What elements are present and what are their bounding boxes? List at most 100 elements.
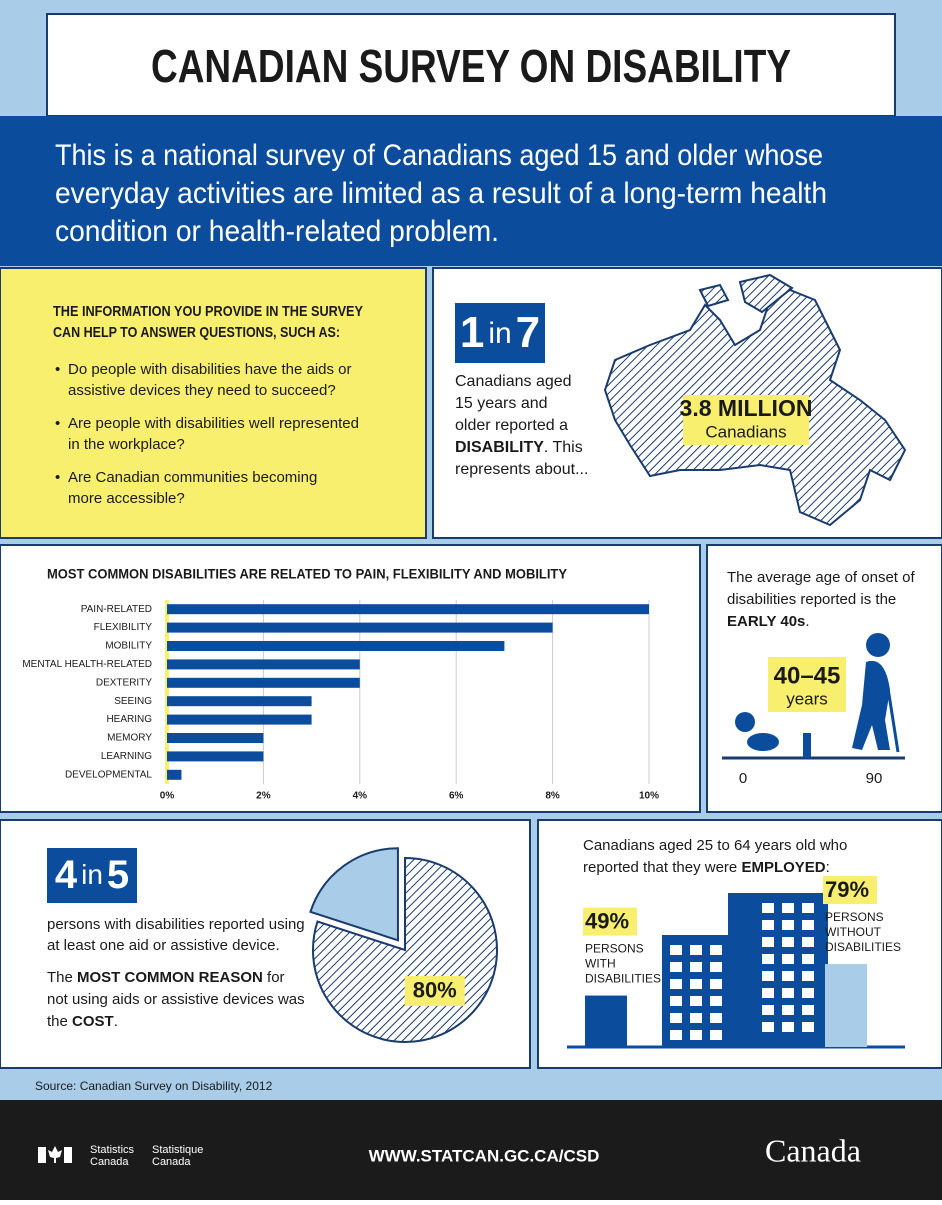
bar [167,641,505,651]
category-word: DISABILITIES [585,972,661,986]
text-run: Canadians aged 25 to 64 years old who [583,837,847,854]
bar [167,769,182,780]
window [710,996,722,1006]
window [690,979,702,989]
ratio-word: in [488,317,511,350]
window [802,1005,814,1015]
window [690,945,702,955]
category-label: FLEXIBILITY [94,622,153,633]
x-tick-label: 4% [353,791,368,802]
ratio-number: 1 [460,308,484,357]
window [670,945,682,955]
text-line: EARLY 40s. [727,613,810,630]
window [782,1005,794,1015]
text-run: Canadians aged [455,373,572,390]
bar [167,714,312,725]
question-list: Do people with disabilities have the aid… [68,361,359,507]
window [802,988,814,998]
ratio-number: 5 [107,853,129,897]
window [762,988,774,998]
questions-heading: CAN HELP TO ANSWER QUESTIONS, SUCH AS: [53,324,340,341]
emphasis: DISABILITY [455,439,544,456]
text-run: The [47,969,77,986]
bullet: • [55,361,60,378]
window [710,979,722,989]
window [802,971,814,981]
emphasis: EARLY 40s [727,613,805,630]
text-line: not using aids or assistive devices was [47,991,305,1008]
window [710,945,722,955]
ratio-number: 4 [55,853,78,897]
value-label: 80% [413,978,457,1003]
question-line: Are people with disabilities well repres… [68,415,359,432]
window [670,962,682,972]
url: WWW.STATCAN.GC.CA/CSD [369,1146,600,1165]
category-label: LEARNING [101,751,152,762]
text-run: represents about... [455,461,588,478]
agency-en: Statistics [90,1144,135,1156]
source-strip [0,1072,942,1100]
question-line: Do people with disabilities have the aid… [68,361,352,378]
label-box [404,975,465,1006]
category-label: PERSONS WITH DISABILITIES [585,942,661,986]
ratio-box [47,848,137,903]
intro-line: This is a national survey of Canadians a… [55,139,823,172]
intro-line: everyday activities are limited as a res… [55,177,827,210]
agency-fr: Canada [152,1156,191,1168]
chart-title: MOST COMMON DISABILITIES ARE RELATED TO … [47,566,568,582]
count: 3.8 MILLION [680,395,813,421]
text-run: : [826,859,830,876]
bar [825,964,867,1047]
building [662,893,828,1047]
category-label: SEEING [114,696,152,707]
category-label: MOBILITY [105,641,152,652]
x-tick-label: 2% [256,791,271,802]
category-label: DEVELOPMENTAL [65,769,152,780]
value-label: 49% [585,908,629,933]
window [690,1030,702,1040]
emphasis: COST [72,1013,114,1030]
window [802,903,814,913]
category-label: PERSONS WITHOUT DISABILITIES [825,910,901,954]
text-line: DISABILITY. This [455,439,583,456]
pie-slice [309,847,399,942]
emphasis: MOST COMMON REASON [77,969,263,986]
bullet: • [55,415,60,432]
text-run: disabilities reported is the [727,591,896,608]
bar [167,733,264,743]
window [782,954,794,964]
x-tick-label: 8% [545,791,560,802]
text-run: . [805,613,809,630]
window [670,1013,682,1023]
question-line: assistive devices they need to succeed? [68,382,336,399]
text-run: . This [544,439,583,456]
question-line: more accessible? [68,490,185,507]
text-run: for [263,969,285,986]
text-run: older reported a [455,417,568,434]
text-line: Canadians aged 25 to 64 years old who [583,837,847,854]
ratio: 1 in7 [460,308,540,357]
window [802,1022,814,1032]
questions-panel [0,267,427,539]
agency-fr: Statistique [152,1144,203,1156]
window [690,962,702,972]
window [762,937,774,947]
text-run: the [47,1013,72,1030]
text-line: The average age of onset of [727,569,915,586]
ratio-word: in [81,859,103,890]
bar [167,604,649,615]
window [762,971,774,981]
bar [585,995,627,1047]
range-box [768,657,846,712]
category-word: WITH [585,957,619,971]
count-box [683,395,809,445]
window [782,920,794,930]
question-line: in the workplace? [68,436,185,453]
window [710,1030,722,1040]
window [762,1005,774,1015]
window [782,903,794,913]
text-line: persons with disabilities reported using [47,916,305,933]
text-line: 15 years and [455,395,548,412]
window [782,971,794,981]
